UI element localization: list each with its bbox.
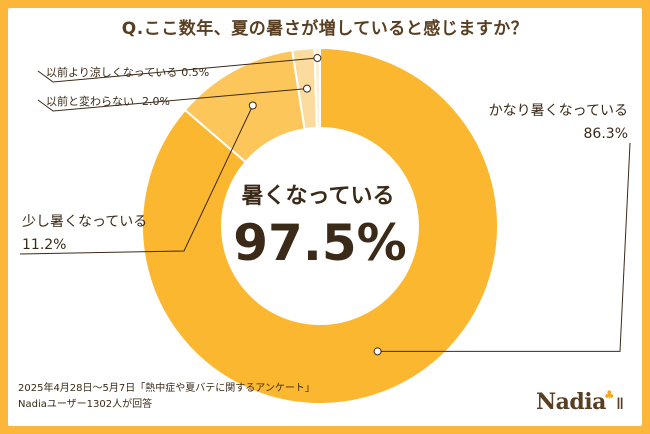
survey-respondents: Nadiaユーザー1302人が回答 <box>18 399 153 410</box>
survey-footnote: 2025年4月28日～5月7日「熱中症や夏バテに関するアンケート」 Nadiaユ… <box>18 381 315 413</box>
chart-title: Q.ここ数年、夏の暑さが増していると感じますか？ <box>121 19 529 39</box>
leader-cooler-dot <box>313 54 322 63</box>
center-value: 97.5% <box>233 214 406 272</box>
leader-no-change <box>37 88 308 112</box>
leader-very-hot-dot <box>373 347 382 356</box>
leader-slightly-hot <box>19 105 254 255</box>
slice-label-very-hot: かなり暑くなっている <box>489 103 628 119</box>
slice-label-no-change: 以前と変わらない 2.0% <box>46 94 170 108</box>
slice-value-no-change: 2.0% <box>142 95 170 108</box>
slice-value-very-hot: 86.3% <box>584 126 628 142</box>
slice-very-hot <box>141 46 499 405</box>
brand-name: Nadia <box>536 389 606 415</box>
slice-label-no-change-text: 以前と変わらない <box>46 94 134 108</box>
slice-cooler <box>313 46 321 130</box>
leader-very-hot <box>377 142 631 352</box>
chart-card: Q.ここ数年、夏の暑さが増していると感じますか？ かなり暑くなっている 86.3… <box>8 8 642 426</box>
leader-cooler <box>37 57 318 83</box>
slice-value-cooler: 0.5% <box>181 66 209 79</box>
slice-label-cooler-text: 以前より涼しくなっている <box>46 65 177 79</box>
slice-label-cooler: 以前より涼しくなっている 0.5% <box>46 65 209 79</box>
center-label: 暑くなっている <box>242 184 395 209</box>
fork-knife-icon: ǁ <box>616 394 624 413</box>
leader-slightly-hot-dot <box>248 101 257 110</box>
survey-period: 2025年4月28日～5月7日「熱中症や夏バテに関するアンケート」 <box>18 383 315 394</box>
slice-label-slightly-hot: 少し暑くなっている <box>22 214 147 230</box>
leader-no-change-dot <box>303 84 312 93</box>
donut-chart: かなり暑くなっている 86.3% 少し暑くなっている 11.2% 以前と変わらな… <box>19 46 631 405</box>
brand-logo: Nadia♣ ǁ <box>536 388 624 415</box>
slice-value-slightly-hot: 11.2% <box>22 237 66 253</box>
leaf-icon: ♣ <box>603 388 615 402</box>
